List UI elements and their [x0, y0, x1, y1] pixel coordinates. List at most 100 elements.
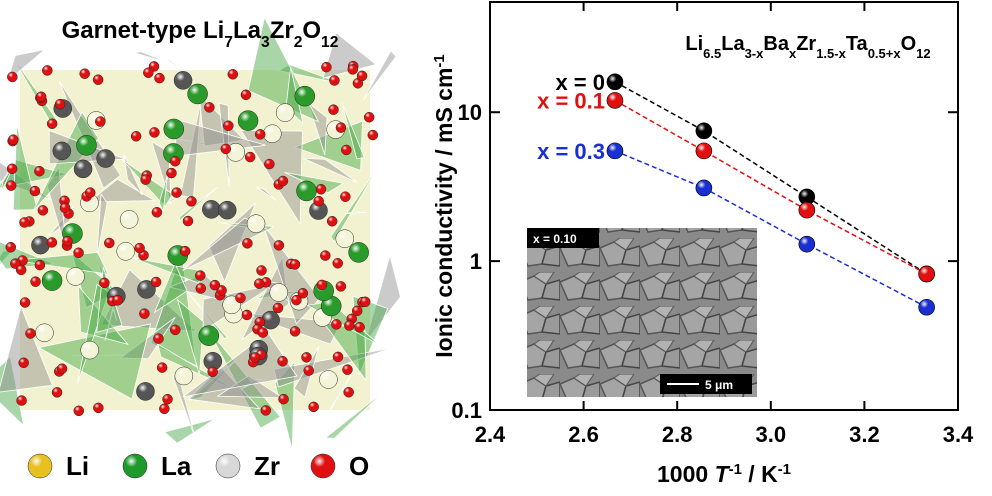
atom-shine	[81, 341, 99, 359]
text-segment: 12	[321, 34, 339, 51]
atom-shine	[170, 156, 180, 166]
atom-shine	[304, 366, 314, 376]
text-segment: La	[721, 33, 745, 55]
atom-shine	[254, 279, 264, 289]
atom-shine	[52, 387, 62, 397]
atom-shine	[149, 127, 159, 137]
atom-shine	[274, 240, 284, 250]
atom-shine	[60, 203, 70, 213]
text-segment: 1.5-x	[816, 46, 846, 61]
atom-shine	[95, 117, 105, 127]
atom-shine	[62, 236, 72, 246]
atom-shine	[221, 144, 231, 154]
atom-shine	[319, 370, 337, 388]
atom-shine	[183, 216, 193, 226]
atom-shine	[235, 293, 245, 303]
data-point-shine	[799, 202, 815, 218]
atom-shine	[341, 145, 351, 155]
data-point-shine	[919, 266, 935, 282]
legend-swatch	[28, 454, 52, 478]
atom-shine	[6, 181, 16, 191]
atom-shine	[188, 84, 208, 104]
inset-image	[527, 228, 757, 397]
text-segment: Zr	[270, 17, 294, 44]
atom-shine	[199, 326, 219, 346]
atom-shine	[7, 164, 17, 174]
atom-shine	[113, 295, 123, 305]
text-segment: / K	[742, 461, 778, 487]
atom-shine	[141, 175, 151, 185]
atom-shine	[314, 196, 324, 206]
atom-shine	[278, 176, 288, 186]
text-segment: -1	[729, 461, 742, 478]
atom-shine	[97, 150, 115, 168]
atom-shine	[336, 230, 354, 248]
text-segment: -1	[778, 461, 791, 478]
atom-shine	[210, 280, 220, 290]
atom-shine	[55, 99, 65, 109]
atom-shine	[157, 363, 167, 373]
atom-shine	[74, 248, 84, 258]
x-tick-label: 3.0	[756, 422, 787, 447]
atom-shine	[250, 352, 260, 362]
text-segment: 3	[261, 34, 270, 51]
atom-shine	[120, 210, 138, 228]
text-segment: O	[302, 17, 321, 44]
atom-shine	[270, 283, 288, 301]
atom-shine	[186, 196, 196, 206]
atom-shine	[85, 188, 95, 198]
atom-shine	[202, 200, 220, 218]
atom-shine	[278, 356, 288, 366]
atom-shine	[238, 111, 258, 131]
atom-shine	[255, 129, 265, 139]
atom-shine	[309, 402, 319, 412]
atom-shine	[151, 277, 161, 287]
atom-shine	[74, 160, 92, 178]
atom-shine	[340, 192, 350, 202]
atom-shine	[290, 326, 300, 336]
atom-shine	[80, 69, 90, 79]
legend-swatch	[311, 454, 335, 478]
atom-shine	[360, 297, 370, 307]
x-tick-label: 2.4	[475, 422, 506, 447]
atom-shine	[263, 125, 281, 143]
atom-shine	[242, 310, 252, 320]
atom-shine	[66, 268, 84, 286]
atom-shine	[273, 303, 283, 313]
crystal-structure	[0, 18, 400, 478]
atom-shine	[166, 168, 176, 178]
atom-shine	[7, 72, 17, 82]
atom-shine	[256, 265, 266, 275]
atom-shine	[135, 243, 145, 253]
atom-shine	[333, 352, 343, 362]
atom-shine	[204, 102, 214, 112]
data-point-shine	[696, 180, 712, 196]
atom-shine	[245, 152, 255, 162]
atom-shine	[329, 75, 339, 85]
data-point-shine	[607, 74, 623, 90]
atom-shine	[152, 207, 162, 217]
atom-shine	[327, 216, 337, 226]
atom-shine	[74, 406, 84, 416]
atom-shine	[47, 119, 57, 129]
text-segment: 0.5+x	[868, 46, 902, 61]
atom-shine	[172, 188, 182, 198]
atom-shine	[328, 105, 338, 115]
text-segment: Ta	[846, 33, 869, 55]
x-tick-label: 3.2	[849, 422, 880, 447]
text-segment: Li	[685, 33, 703, 55]
atom-shine	[208, 367, 218, 377]
atom-shine	[348, 64, 358, 74]
atom-shine	[163, 394, 173, 404]
atom-shine	[57, 364, 67, 374]
atom-shine	[180, 246, 190, 256]
atom-shine	[38, 205, 48, 215]
atom-shine	[154, 334, 164, 344]
atom-shine	[352, 306, 362, 316]
atom-shine	[316, 184, 326, 194]
data-point-shine	[919, 299, 935, 315]
atom-shine	[342, 365, 352, 375]
data-point-shine	[696, 143, 712, 159]
atom-shine	[164, 119, 184, 139]
atom-shine	[93, 403, 103, 413]
